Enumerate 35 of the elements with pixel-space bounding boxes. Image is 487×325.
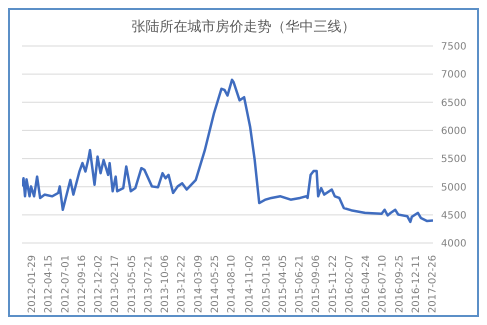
x-tick-label: 2014-05-25 [210,255,221,314]
x-tick-label: 2013-05-05 [126,255,138,314]
y-tick-label: 6000 [441,126,466,137]
x-tick-label: 2015-04-05 [278,255,289,314]
x-tick-label: 2012-07-01 [60,255,72,314]
x-tick-label: 2015-09-06 [311,255,322,314]
x-tick-label: 2015-11-22 [328,255,339,314]
x-tick-label: 2014-11-02 [244,255,256,314]
x-tick-label: 2015-01-18 [261,255,272,314]
y-tick-label: 5500 [441,154,466,166]
x-tick-label: 2017-02-26 [428,255,438,314]
x-tick-label: 2014-08-10 [226,255,238,314]
x-tick-label: 2012-04-15 [44,255,55,314]
x-tick-label: 2016-07-10 [378,255,389,314]
x-tick-label: 2016-09-25 [394,255,406,314]
y-tick-label: 7000 [441,70,466,81]
x-tick-label: 2012-09-16 [76,255,88,314]
x-tick-label: 2013-10-06 [160,255,172,314]
x-tick-label: 2013-07-21 [143,255,154,314]
y-tick-label: 4500 [441,210,466,222]
y-tick-label: 5000 [441,182,466,194]
x-tick-label: 2012-12-02 [94,255,105,314]
x-tick-label: 2014-03-09 [193,255,204,314]
x-tick-label: 2015-06-21 [294,255,306,314]
x-tick-label: 2013-12-22 [176,255,188,314]
chart-title: 张陆所在城市房价走势（华中三线） [130,18,356,37]
y-tick-label: 7500 [441,42,466,53]
x-tick-label: 2012-01-29 [27,255,38,314]
line-series [22,78,433,224]
x-tick-label: 2013-02-17 [110,255,122,314]
x-tick-label: 2016-04-24 [361,255,372,314]
x-tick-label: 2016-02-07 [344,255,356,314]
y-tick-label: 4000 [441,238,466,250]
x-tick-label: 2016-12-11 [410,255,422,314]
y-tick-label: 6500 [441,98,466,109]
